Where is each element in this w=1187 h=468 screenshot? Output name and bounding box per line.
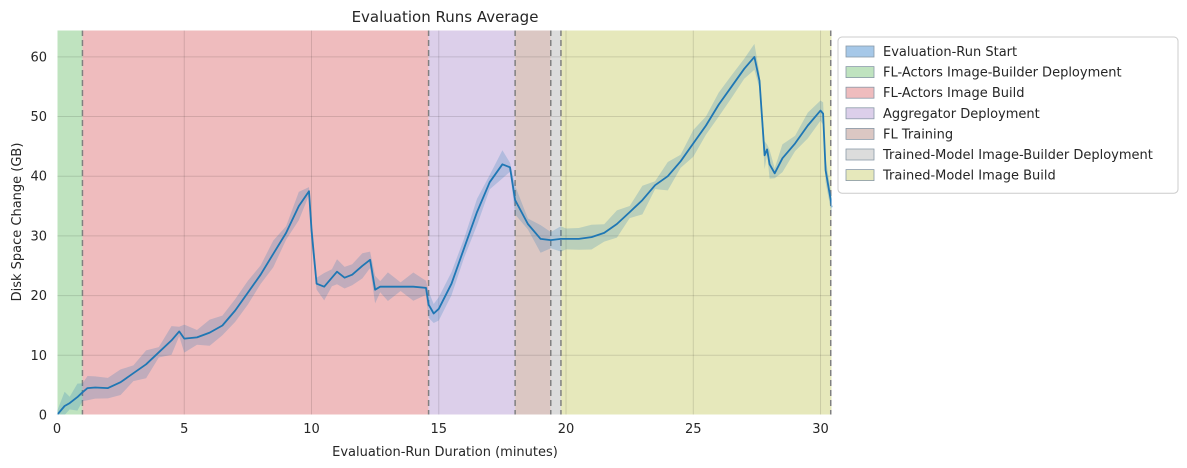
y-axis-label: Disk Space Change (GB): [10, 143, 25, 302]
y-ticks: 0 10 20 30 40 50 60: [30, 50, 47, 423]
phase-region-6: [560, 30, 832, 415]
y-tick-label-6: 60: [30, 50, 47, 65]
legend-label-6: Trained-Model Image Build: [882, 169, 1056, 184]
legend-swatch-6: [845, 169, 875, 182]
confidence-band: [57, 43, 832, 416]
x-tick-label-4: 20: [558, 422, 575, 437]
legend-swatch-3: [845, 107, 875, 120]
x-tick-label-1: 5: [180, 422, 188, 437]
series-line: [56, 56, 833, 416]
phase-regions: [57, 30, 832, 415]
x-tick-label-0: 0: [53, 422, 61, 437]
legend-label-0: Evaluation-Run Start: [883, 45, 1017, 60]
y-tick-label-3: 30: [30, 229, 47, 244]
plot-border: [56, 29, 833, 416]
x-tick-label-3: 15: [430, 422, 447, 437]
y-tick-label-0: 0: [39, 409, 47, 424]
confidence-band-area: [57, 43, 832, 416]
y-tick-label-5: 50: [30, 110, 47, 125]
legend-label-1: FL-Actors Image-Builder Deployment: [883, 66, 1122, 81]
y-tick-label-1: 10: [30, 349, 47, 364]
legend-label-3: Aggregator Deployment: [883, 107, 1040, 122]
legend-swatch-5: [845, 148, 875, 161]
phase-region-5: [550, 30, 561, 415]
phase-region-2: [82, 30, 429, 415]
phase-boundaries: [81, 30, 832, 415]
legend: Evaluation-Run Start FL-Actors Image-Buil…: [837, 36, 1179, 194]
phase-region-3: [428, 30, 516, 415]
x-tick-label-6: 30: [812, 422, 829, 437]
chart-title: Evaluation Runs Average: [352, 8, 539, 26]
legend-label-4: FL Training: [883, 127, 953, 142]
legend-swatch-4: [845, 127, 875, 140]
x-tick-label-2: 10: [303, 422, 320, 437]
x-tick-label-5: 25: [685, 422, 702, 437]
legend-box: [837, 36, 1179, 194]
legend-label-2: FL-Actors Image Build: [883, 86, 1025, 101]
y-tick-label-4: 40: [30, 170, 47, 185]
x-ticks: 0 5 10 15 20 25 30: [53, 422, 829, 437]
x-axis-label: Evaluation-Run Duration (minutes): [332, 445, 558, 460]
plot-frame: [56, 29, 833, 416]
phase-region-4: [515, 30, 551, 415]
legend-swatch-1: [845, 66, 875, 78]
phase-region-1: [57, 30, 83, 415]
y-tick-label-2: 20: [30, 289, 47, 304]
legend-swatch-2: [845, 86, 875, 99]
legend-swatch-0: [845, 45, 875, 58]
legend-label-5: Trained-Model Image-Builder Deployment: [882, 148, 1153, 163]
series-line-path: [56, 56, 833, 416]
